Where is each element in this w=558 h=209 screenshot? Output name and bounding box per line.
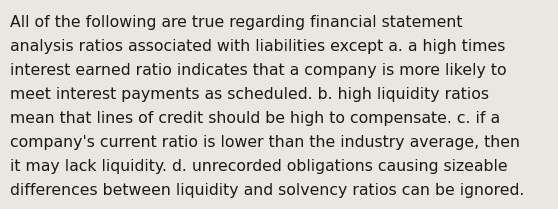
Text: differences between liquidity and solvency ratios can be ignored.: differences between liquidity and solven… (10, 183, 525, 198)
Text: analysis ratios associated with liabilities except a. a high times: analysis ratios associated with liabilit… (10, 39, 506, 54)
Text: meet interest payments as scheduled. b. high liquidity ratios: meet interest payments as scheduled. b. … (10, 87, 489, 102)
Text: All of the following are true regarding financial statement: All of the following are true regarding … (10, 15, 463, 30)
Text: it may lack liquidity. d. unrecorded obligations causing sizeable: it may lack liquidity. d. unrecorded obl… (10, 159, 508, 174)
Text: interest earned ratio indicates that a company is more likely to: interest earned ratio indicates that a c… (10, 63, 507, 78)
Text: company's current ratio is lower than the industry average, then: company's current ratio is lower than th… (10, 135, 520, 150)
Text: mean that lines of credit should be high to compensate. c. if a: mean that lines of credit should be high… (10, 111, 500, 126)
